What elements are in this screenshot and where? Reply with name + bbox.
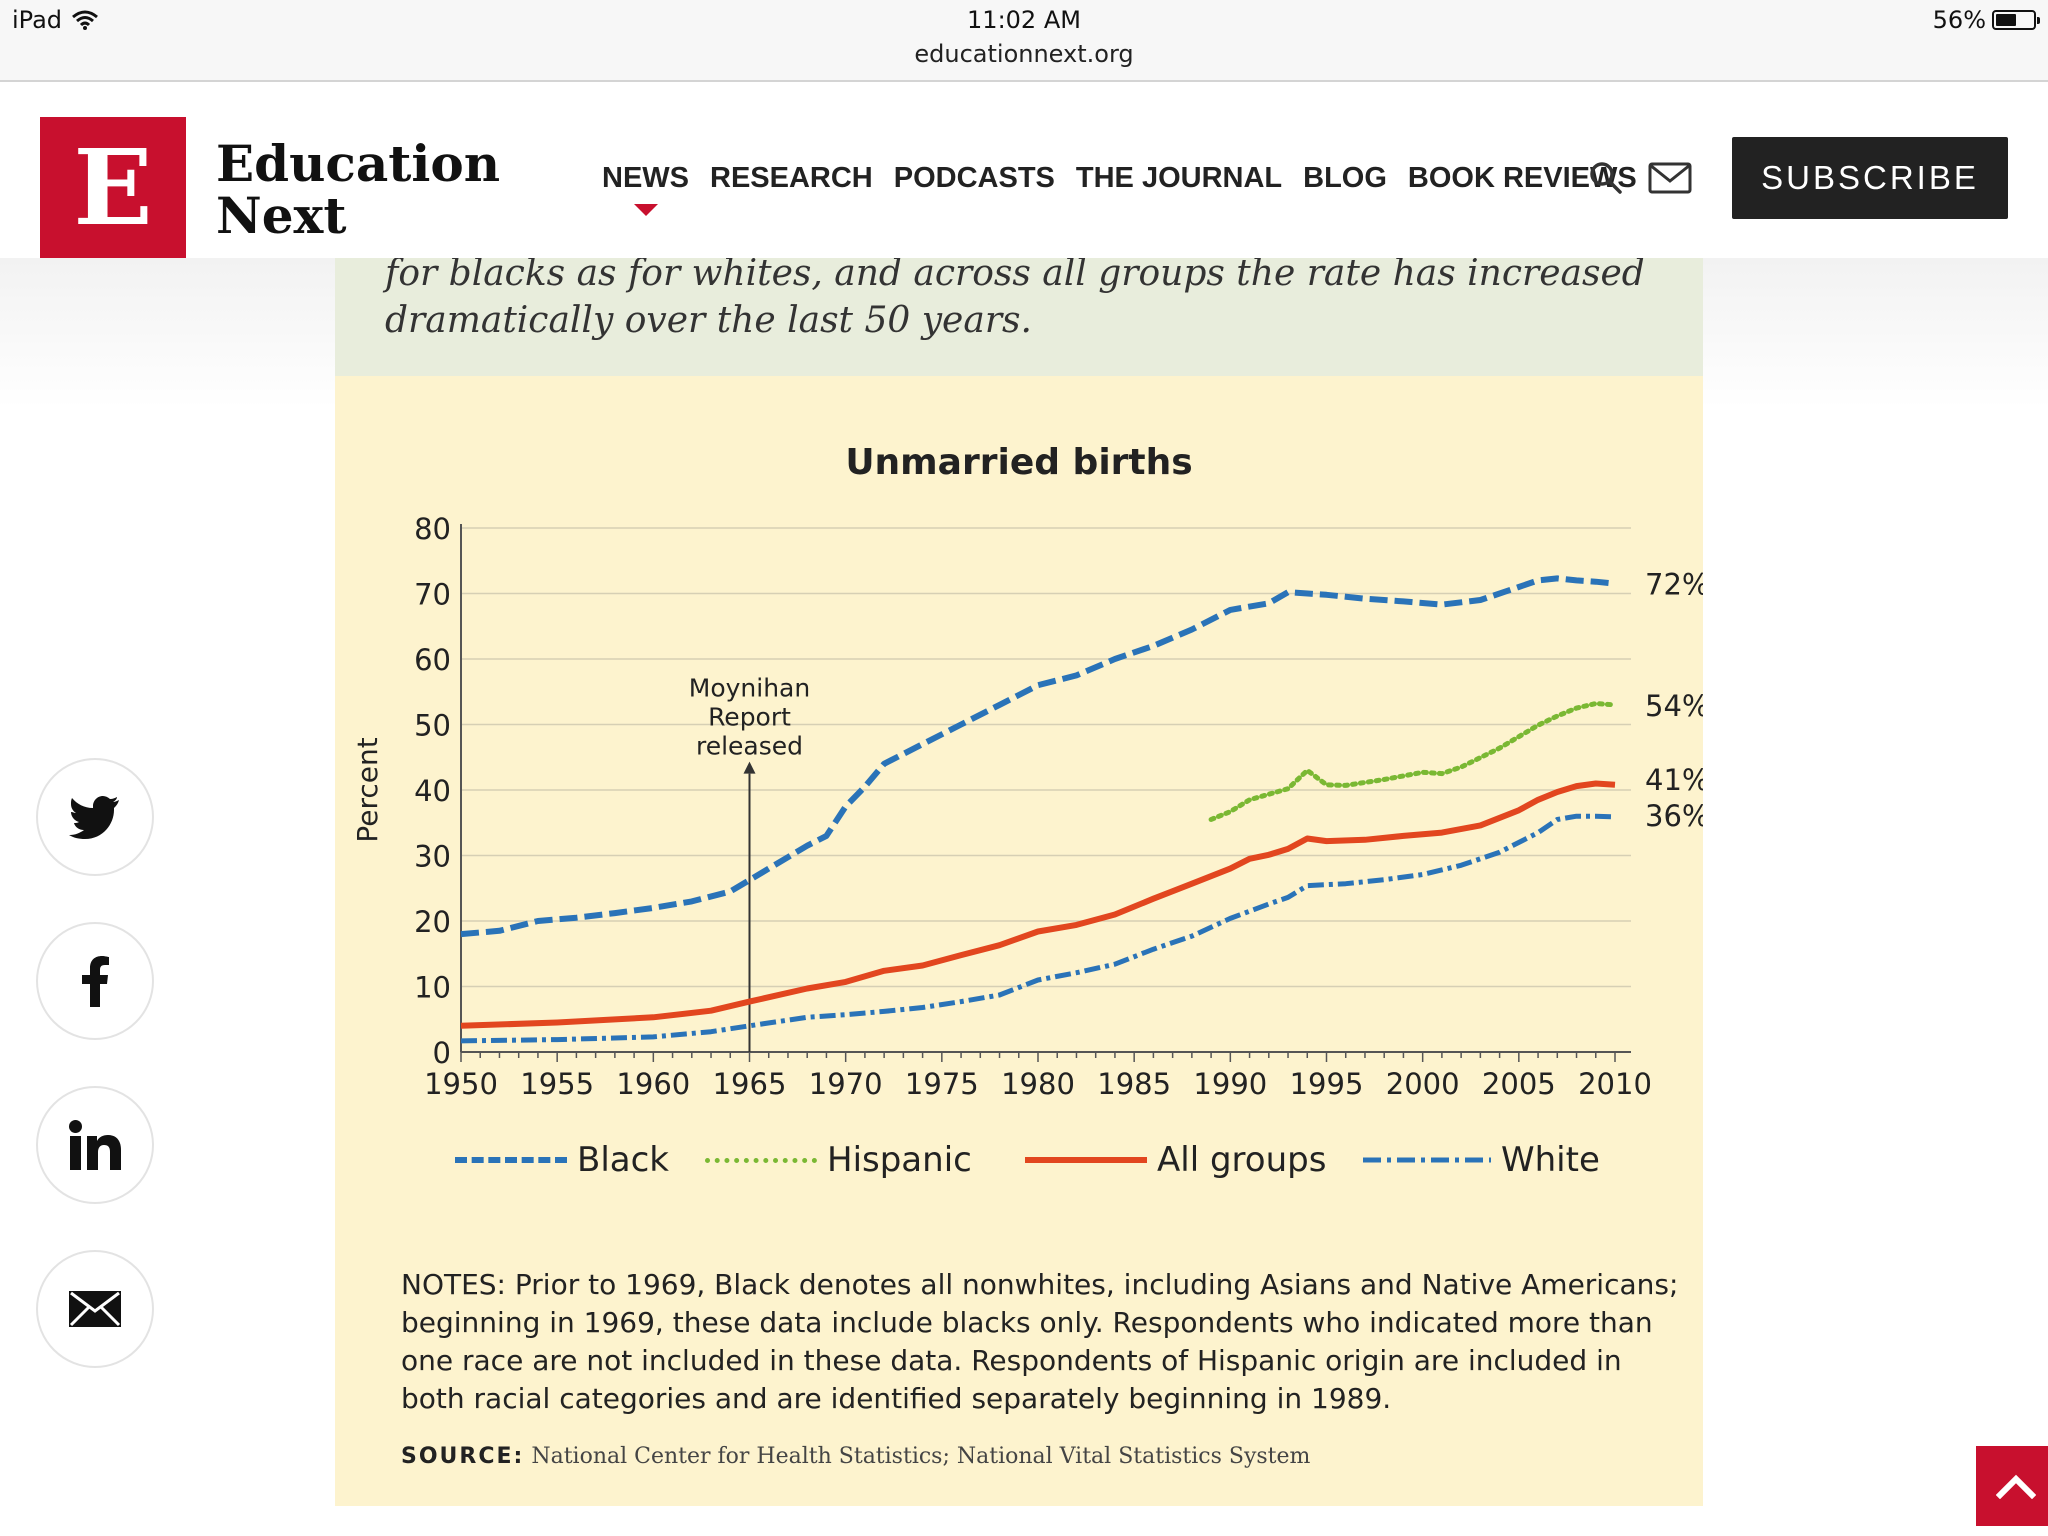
caption-text: for blacks as for whites, and across all… bbox=[385, 250, 1685, 344]
end-label-hispanic: 54% bbox=[1645, 689, 1703, 723]
facebook-icon bbox=[82, 956, 109, 1007]
share-facebook-button[interactable] bbox=[36, 922, 154, 1040]
legend-item-all-groups: All groups bbox=[1025, 1140, 1326, 1180]
device-name: iPad bbox=[12, 6, 63, 34]
x-tick-label-2000: 2000 bbox=[1386, 1067, 1460, 1101]
logo-wordmark[interactable]: Education Next bbox=[216, 138, 500, 242]
y-tick-label-10: 10 bbox=[414, 971, 451, 1005]
x-tick-label-1955: 1955 bbox=[520, 1067, 594, 1101]
x-tick-label-1995: 1995 bbox=[1290, 1067, 1364, 1101]
x-tick-label-1990: 1990 bbox=[1193, 1067, 1267, 1101]
nav-news[interactable]: NEWS bbox=[602, 162, 689, 216]
main-nav: NEWS RESEARCH PODCASTS THE JOURNAL BLOG … bbox=[602, 162, 1658, 216]
end-label-white: 36% bbox=[1645, 799, 1703, 833]
nav-the-journal[interactable]: THE JOURNAL bbox=[1075, 162, 1283, 194]
annotation-text-line-3: released bbox=[696, 732, 803, 761]
twitter-icon bbox=[69, 796, 119, 839]
caption-line-1: for blacks as for whites, and across all… bbox=[385, 253, 1645, 294]
legend-item-black: Black bbox=[455, 1140, 669, 1180]
x-tick-label-1965: 1965 bbox=[713, 1067, 787, 1101]
legend-swatch-white bbox=[1363, 1157, 1491, 1163]
series-line-black bbox=[460, 575, 1616, 938]
figure-caption: for blacks as for whites, and across all… bbox=[335, 253, 1703, 376]
x-tick-label-1950: 1950 bbox=[424, 1067, 498, 1101]
y-tick-label-40: 40 bbox=[414, 774, 451, 808]
legend-swatch-hispanic bbox=[705, 1157, 817, 1163]
x-tick-label-2005: 2005 bbox=[1482, 1067, 1556, 1101]
legend-label-hispanic: Hispanic bbox=[827, 1140, 972, 1180]
nav-research[interactable]: RESEARCH bbox=[710, 162, 873, 194]
chart-figure: Unmarried births 0 10 20 30 40 50 60 70 80 1950 19… bbox=[335, 376, 1703, 1506]
status-left: iPad bbox=[12, 6, 98, 34]
legend-label-all-groups: All groups bbox=[1157, 1140, 1327, 1180]
logo-letter: E bbox=[73, 125, 153, 249]
battery-percent: 56% bbox=[1932, 6, 1986, 34]
y-tick-label-20: 20 bbox=[414, 905, 451, 939]
legend-item-white: White bbox=[1363, 1140, 1600, 1180]
chevron-up-icon bbox=[1996, 1474, 2036, 1499]
nav-blog[interactable]: BLOG bbox=[1303, 162, 1387, 194]
chart-source: SOURCE: National Center for Health Stati… bbox=[401, 1444, 1310, 1469]
y-tick-label-0: 0 bbox=[433, 1036, 451, 1070]
x-tick-label-1975: 1975 bbox=[905, 1067, 979, 1101]
source-text: National Center for Health Statistics; N… bbox=[531, 1444, 1311, 1469]
mail-icon[interactable] bbox=[1648, 162, 1692, 194]
x-tick-label-1960: 1960 bbox=[616, 1067, 690, 1101]
logo-mark[interactable]: E bbox=[40, 117, 186, 258]
site-header: E Education Next NEWS RESEARCH PODCASTS … bbox=[0, 82, 2048, 258]
chart-notes: NOTES: Prior to 1969, Black denotes all … bbox=[401, 1268, 1679, 1415]
legend-swatch-all-groups bbox=[1025, 1157, 1147, 1163]
y-tick-label-50: 50 bbox=[414, 709, 451, 743]
x-tick-label-2010: 2010 bbox=[1578, 1067, 1652, 1101]
series-line-all-groups bbox=[460, 780, 1616, 1029]
y-tick-label-70: 70 bbox=[414, 578, 451, 612]
end-label-all-groups: 41% bbox=[1645, 763, 1703, 797]
y-tick-label-30: 30 bbox=[414, 840, 451, 874]
email-icon bbox=[69, 1291, 121, 1327]
wifi-icon bbox=[72, 10, 98, 30]
address-bar-url[interactable]: educationnext.org bbox=[914, 40, 1134, 68]
annotation-text-line-1: Moynihan bbox=[689, 674, 810, 703]
share-linkedin-button[interactable] bbox=[36, 1086, 154, 1204]
search-icon[interactable] bbox=[1588, 160, 1624, 196]
annotation-arrowhead bbox=[743, 761, 756, 774]
scroll-to-top-button[interactable] bbox=[1976, 1446, 2048, 1526]
status-bar: iPad 11:02 AM educationnext.org 56% bbox=[0, 0, 2048, 82]
legend-item-hispanic: Hispanic bbox=[705, 1140, 972, 1180]
linkedin-icon bbox=[69, 1120, 121, 1170]
x-tick-label-1985: 1985 bbox=[1097, 1067, 1171, 1101]
caption-line-2: dramatically over the last 50 years. bbox=[385, 300, 1032, 341]
legend-label-black: Black bbox=[577, 1140, 669, 1180]
nav-book-reviews[interactable]: BOOK REVIEWS bbox=[1407, 162, 1637, 194]
legend-label-white: White bbox=[1501, 1140, 1600, 1180]
line-chart: 0 10 20 30 40 50 60 70 80 1950 1955 1960 1965 1970 197… bbox=[351, 512, 1703, 1101]
source-label: SOURCE: bbox=[401, 1444, 525, 1469]
chart-title: Unmarried births bbox=[845, 442, 1193, 483]
battery-icon bbox=[1992, 10, 2040, 30]
x-tick-label-1980: 1980 bbox=[1001, 1067, 1075, 1101]
annotation-text-line-2: Report bbox=[708, 703, 791, 732]
y-axis-label: Percent bbox=[351, 737, 384, 842]
legend-swatch-black bbox=[455, 1157, 567, 1163]
y-tick-label-60: 60 bbox=[414, 643, 451, 677]
series-line-white bbox=[460, 813, 1616, 1044]
end-label-black: 72% bbox=[1645, 568, 1703, 602]
x-tick-label-1970: 1970 bbox=[809, 1067, 883, 1101]
chart-legend: Black Hispanic All groups White bbox=[335, 1140, 1703, 1190]
status-right: 56% bbox=[1932, 6, 2040, 34]
share-email-button[interactable] bbox=[36, 1250, 154, 1368]
battery-fill bbox=[1996, 14, 2017, 26]
nav-podcasts[interactable]: PODCASTS bbox=[893, 162, 1055, 194]
share-twitter-button[interactable] bbox=[36, 758, 154, 876]
series-line-hispanic bbox=[1208, 701, 1618, 822]
subscribe-button[interactable]: SUBSCRIBE bbox=[1732, 137, 2008, 219]
status-time: 11:02 AM bbox=[967, 6, 1081, 34]
logo-line-1: Education bbox=[216, 134, 501, 193]
y-tick-label-80: 80 bbox=[414, 512, 451, 546]
logo-line-2: Next bbox=[216, 186, 347, 245]
